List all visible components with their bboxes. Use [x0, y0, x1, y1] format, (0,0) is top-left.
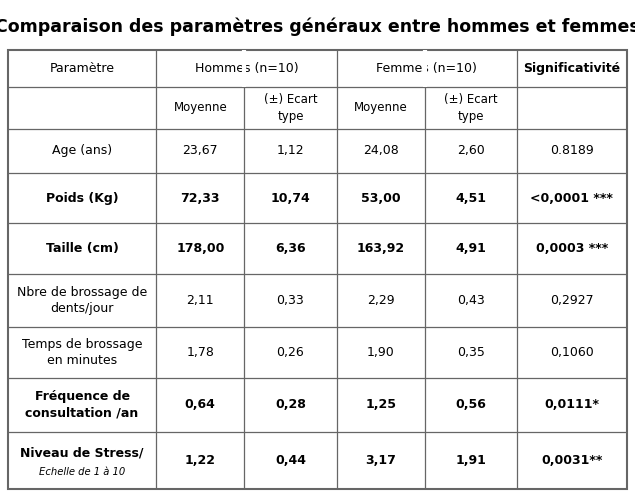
Text: 163,92: 163,92: [356, 243, 404, 255]
Text: 0,28: 0,28: [275, 398, 306, 411]
Text: 4,91: 4,91: [455, 243, 486, 255]
Text: 1,78: 1,78: [187, 346, 214, 359]
Text: (±) Ecart
type: (±) Ecart type: [444, 93, 498, 123]
Text: 0,0111*: 0,0111*: [544, 398, 599, 411]
Text: 0,64: 0,64: [185, 398, 216, 411]
Text: Femmes (n=10): Femmes (n=10): [377, 62, 477, 75]
Text: 0,2927: 0,2927: [550, 294, 594, 307]
Text: 72,33: 72,33: [180, 192, 220, 205]
Text: <0,0001 ***: <0,0001 ***: [530, 192, 613, 205]
Text: Taille (cm): Taille (cm): [46, 243, 119, 255]
Text: Paramètre: Paramètre: [50, 62, 115, 75]
Text: 178,00: 178,00: [176, 243, 225, 255]
Text: 6,36: 6,36: [275, 243, 306, 255]
Bar: [8, 50, 627, 489]
Text: 2,60: 2,60: [457, 144, 485, 157]
Text: 0,1060: 0,1060: [550, 346, 594, 359]
Text: 1,22: 1,22: [185, 454, 216, 467]
Text: 10,74: 10,74: [271, 192, 311, 205]
Text: 0,43: 0,43: [457, 294, 485, 307]
Text: Significativité: Significativité: [523, 62, 620, 75]
Text: 23,67: 23,67: [182, 144, 218, 157]
Text: (±) Ecart
type: (±) Ecart type: [264, 93, 318, 123]
Text: 3,17: 3,17: [365, 454, 396, 467]
Text: 0,44: 0,44: [275, 454, 306, 467]
Text: Moyenne: Moyenne: [173, 102, 227, 114]
Text: Age (ans): Age (ans): [52, 144, 112, 157]
Text: 2,29: 2,29: [367, 294, 394, 307]
Text: 1,25: 1,25: [365, 398, 396, 411]
Text: 0,33: 0,33: [277, 294, 304, 307]
Text: 0,26: 0,26: [277, 346, 304, 359]
Text: Hommes (n=10): Hommes (n=10): [194, 62, 298, 75]
Text: 0,0003 ***: 0,0003 ***: [536, 243, 608, 255]
Text: 1,91: 1,91: [455, 454, 486, 467]
Text: 24,08: 24,08: [363, 144, 399, 157]
Text: 0,56: 0,56: [455, 398, 486, 411]
Text: 1,90: 1,90: [367, 346, 394, 359]
Text: Niveau de Stress/: Niveau de Stress/: [20, 447, 144, 459]
Text: 1,12: 1,12: [277, 144, 304, 157]
Text: Poids (Kg): Poids (Kg): [46, 192, 119, 205]
Text: 0,35: 0,35: [457, 346, 485, 359]
Text: 0,0031**: 0,0031**: [541, 454, 603, 467]
Text: Temps de brossage
en minutes: Temps de brossage en minutes: [22, 338, 142, 367]
Text: 0.8189: 0.8189: [550, 144, 594, 157]
Text: 4,51: 4,51: [455, 192, 486, 205]
Text: 2,11: 2,11: [187, 294, 214, 307]
Text: 53,00: 53,00: [361, 192, 401, 205]
Text: Moyenne: Moyenne: [354, 102, 408, 114]
Text: Nbre de brossage de
dents/jour: Nbre de brossage de dents/jour: [17, 286, 147, 315]
Text: Comparaison des paramètres généraux entre hommes et femmes: Comparaison des paramètres généraux entr…: [0, 18, 635, 36]
Text: Echelle de 1 à 10: Echelle de 1 à 10: [39, 467, 125, 477]
Text: Fréquence de
consultation /an: Fréquence de consultation /an: [25, 390, 138, 420]
